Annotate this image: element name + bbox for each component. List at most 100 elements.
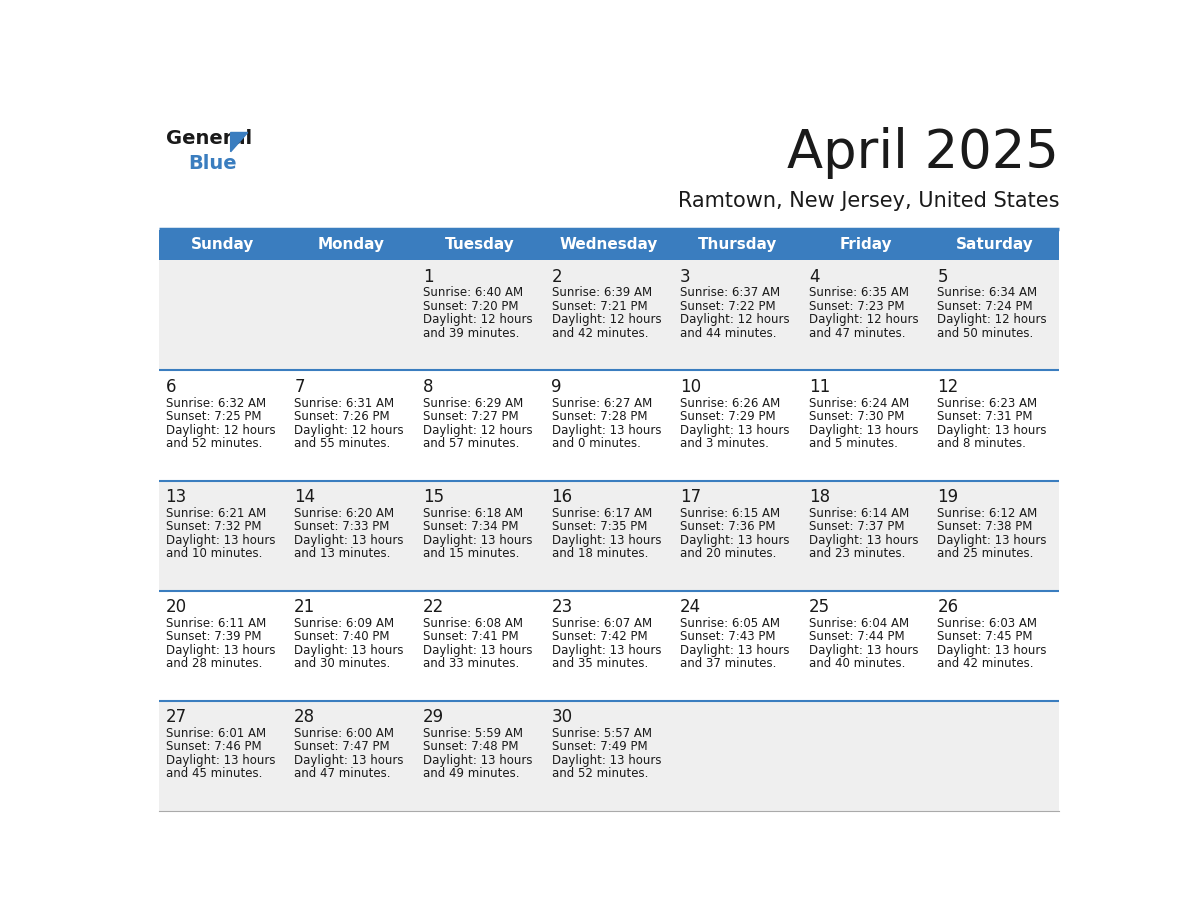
Text: Daylight: 12 hours: Daylight: 12 hours [295, 423, 404, 437]
Text: Sunrise: 6:03 AM: Sunrise: 6:03 AM [937, 617, 1037, 630]
Text: Sunset: 7:48 PM: Sunset: 7:48 PM [423, 741, 518, 754]
Text: Sunset: 7:38 PM: Sunset: 7:38 PM [937, 521, 1032, 533]
Text: Sunrise: 6:01 AM: Sunrise: 6:01 AM [165, 727, 266, 740]
Text: and 57 minutes.: and 57 minutes. [423, 437, 519, 450]
Text: Daylight: 13 hours: Daylight: 13 hours [937, 423, 1047, 437]
Text: 9: 9 [551, 378, 562, 397]
Text: Daylight: 12 hours: Daylight: 12 hours [937, 313, 1047, 327]
Text: 11: 11 [809, 378, 830, 397]
Text: Daylight: 12 hours: Daylight: 12 hours [423, 423, 532, 437]
Text: and 37 minutes.: and 37 minutes. [681, 657, 777, 670]
Text: Sunrise: 5:57 AM: Sunrise: 5:57 AM [551, 727, 651, 740]
Text: Daylight: 13 hours: Daylight: 13 hours [423, 533, 532, 546]
Text: 3: 3 [681, 268, 690, 286]
Text: Sunrise: 6:31 AM: Sunrise: 6:31 AM [295, 397, 394, 409]
Text: Sunset: 7:31 PM: Sunset: 7:31 PM [937, 410, 1032, 423]
Text: Sunset: 7:35 PM: Sunset: 7:35 PM [551, 521, 647, 533]
Text: and 35 minutes.: and 35 minutes. [551, 657, 647, 670]
Text: 2: 2 [551, 268, 562, 286]
Text: Thursday: Thursday [697, 238, 777, 252]
Text: Daylight: 12 hours: Daylight: 12 hours [551, 313, 662, 327]
Text: Daylight: 13 hours: Daylight: 13 hours [165, 644, 276, 656]
Text: 23: 23 [551, 599, 573, 616]
Bar [158, 700, 1060, 811]
Text: and 10 minutes.: and 10 minutes. [165, 547, 261, 560]
Text: Sunrise: 6:21 AM: Sunrise: 6:21 AM [165, 507, 266, 520]
Text: General: General [166, 129, 252, 149]
Text: Daylight: 13 hours: Daylight: 13 hours [809, 423, 918, 437]
Text: and 55 minutes.: and 55 minutes. [295, 437, 391, 450]
Text: and 42 minutes.: and 42 minutes. [551, 327, 647, 340]
Text: 17: 17 [681, 488, 701, 506]
Text: and 40 minutes.: and 40 minutes. [809, 657, 905, 670]
Text: 16: 16 [551, 488, 573, 506]
Text: 5: 5 [937, 268, 948, 286]
Text: and 47 minutes.: and 47 minutes. [809, 327, 905, 340]
Text: Daylight: 13 hours: Daylight: 13 hours [809, 644, 918, 656]
Text: and 33 minutes.: and 33 minutes. [423, 657, 519, 670]
Text: Sunset: 7:27 PM: Sunset: 7:27 PM [423, 410, 518, 423]
Text: Sunrise: 6:40 AM: Sunrise: 6:40 AM [423, 286, 523, 299]
Text: Daylight: 12 hours: Daylight: 12 hours [423, 313, 532, 327]
Text: Daylight: 13 hours: Daylight: 13 hours [165, 533, 276, 546]
Text: 18: 18 [809, 488, 830, 506]
Text: Daylight: 13 hours: Daylight: 13 hours [681, 644, 790, 656]
Bar [158, 371, 1060, 480]
Text: and 49 minutes.: and 49 minutes. [423, 767, 519, 780]
Text: 24: 24 [681, 599, 701, 616]
Text: Sunset: 7:42 PM: Sunset: 7:42 PM [551, 631, 647, 644]
Text: Daylight: 13 hours: Daylight: 13 hours [551, 533, 661, 546]
Text: and 42 minutes.: and 42 minutes. [937, 657, 1034, 670]
Text: and 52 minutes.: and 52 minutes. [165, 437, 261, 450]
Text: 28: 28 [295, 709, 315, 726]
Text: Daylight: 13 hours: Daylight: 13 hours [937, 644, 1047, 656]
Text: Sunset: 7:40 PM: Sunset: 7:40 PM [295, 631, 390, 644]
Text: Sunset: 7:45 PM: Sunset: 7:45 PM [937, 631, 1032, 644]
Text: and 45 minutes.: and 45 minutes. [165, 767, 261, 780]
Text: Sunrise: 6:39 AM: Sunrise: 6:39 AM [551, 286, 652, 299]
Text: Sunrise: 6:11 AM: Sunrise: 6:11 AM [165, 617, 266, 630]
Text: Sunset: 7:29 PM: Sunset: 7:29 PM [681, 410, 776, 423]
Text: 25: 25 [809, 599, 830, 616]
Text: 10: 10 [681, 378, 701, 397]
Text: Sunset: 7:26 PM: Sunset: 7:26 PM [295, 410, 390, 423]
Text: Sunset: 7:44 PM: Sunset: 7:44 PM [809, 631, 904, 644]
Text: Saturday: Saturday [956, 238, 1034, 252]
Text: Sunrise: 6:32 AM: Sunrise: 6:32 AM [165, 397, 266, 409]
Text: 30: 30 [551, 709, 573, 726]
Text: Monday: Monday [318, 238, 385, 252]
Text: Sunset: 7:37 PM: Sunset: 7:37 PM [809, 521, 904, 533]
Text: and 13 minutes.: and 13 minutes. [295, 547, 391, 560]
Text: 19: 19 [937, 488, 959, 506]
Text: Sunrise: 6:07 AM: Sunrise: 6:07 AM [551, 617, 652, 630]
Text: Sunrise: 6:34 AM: Sunrise: 6:34 AM [937, 286, 1037, 299]
Text: Wednesday: Wednesday [560, 238, 658, 252]
Text: 15: 15 [423, 488, 444, 506]
Text: Sunrise: 6:05 AM: Sunrise: 6:05 AM [681, 617, 781, 630]
Text: Ramtown, New Jersey, United States: Ramtown, New Jersey, United States [677, 191, 1060, 211]
Text: and 15 minutes.: and 15 minutes. [423, 547, 519, 560]
Text: Daylight: 13 hours: Daylight: 13 hours [681, 533, 790, 546]
Text: Sunrise: 6:00 AM: Sunrise: 6:00 AM [295, 727, 394, 740]
Text: Sunset: 7:22 PM: Sunset: 7:22 PM [681, 300, 776, 313]
Text: and 20 minutes.: and 20 minutes. [681, 547, 777, 560]
Text: 6: 6 [165, 378, 176, 397]
Text: Daylight: 12 hours: Daylight: 12 hours [165, 423, 276, 437]
Text: Sunrise: 6:24 AM: Sunrise: 6:24 AM [809, 397, 909, 409]
Text: and 44 minutes.: and 44 minutes. [681, 327, 777, 340]
Text: Daylight: 13 hours: Daylight: 13 hours [165, 754, 276, 767]
Text: Sunday: Sunday [191, 238, 254, 252]
Text: Sunset: 7:36 PM: Sunset: 7:36 PM [681, 521, 776, 533]
Text: Sunset: 7:23 PM: Sunset: 7:23 PM [809, 300, 904, 313]
Text: and 28 minutes.: and 28 minutes. [165, 657, 261, 670]
Text: and 25 minutes.: and 25 minutes. [937, 547, 1034, 560]
Text: Sunrise: 6:35 AM: Sunrise: 6:35 AM [809, 286, 909, 299]
Polygon shape [230, 132, 248, 151]
Text: Daylight: 13 hours: Daylight: 13 hours [681, 423, 790, 437]
Text: Sunrise: 6:27 AM: Sunrise: 6:27 AM [551, 397, 652, 409]
Text: 4: 4 [809, 268, 820, 286]
Text: Sunrise: 6:20 AM: Sunrise: 6:20 AM [295, 507, 394, 520]
Text: 22: 22 [423, 599, 444, 616]
Text: Daylight: 12 hours: Daylight: 12 hours [681, 313, 790, 327]
Text: 26: 26 [937, 599, 959, 616]
